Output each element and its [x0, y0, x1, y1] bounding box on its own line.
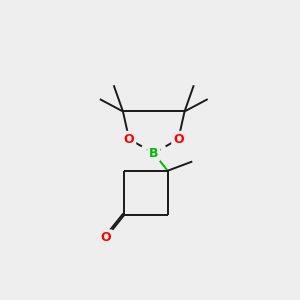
Text: O: O [124, 133, 134, 146]
Text: O: O [173, 133, 184, 146]
Text: B: B [149, 146, 158, 160]
Text: O: O [101, 231, 111, 244]
